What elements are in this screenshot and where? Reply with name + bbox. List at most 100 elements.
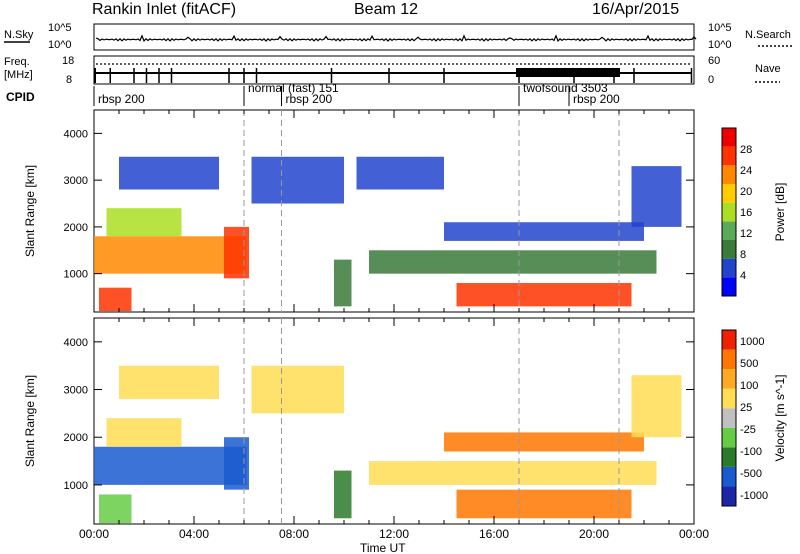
cpid-label: CPID: [6, 90, 35, 104]
power-colorbar-step-4: [722, 202, 736, 222]
time-axis-title: Time UT: [360, 541, 406, 554]
velocity-colorbar-tick-7: -1000: [740, 490, 768, 502]
velocity-colorbar-frame: [721, 329, 737, 507]
vel-region-5: [251, 365, 344, 414]
freq-label-1: Freq.: [4, 56, 30, 68]
power-colorbar-tick-5: 24: [740, 165, 752, 177]
beam-label: Beam 12: [354, 1, 418, 18]
velocity-colorbar-step-5: [722, 388, 736, 409]
vel-ytick-label-0: 1000: [64, 480, 88, 492]
vel-region-9: [456, 489, 632, 519]
noise-left-tick-low: 10^0: [48, 39, 72, 51]
power-colorbar-step-2: [722, 240, 736, 259]
freq-spikes: [94, 68, 693, 83]
vel-ytick-label-3: 4000: [64, 337, 88, 349]
power-panel: 1000 2000 3000 4000 Slant Range [km]: [23, 109, 695, 313]
xtick-label-0: 00:00: [79, 527, 109, 541]
power-region-10: [456, 283, 632, 307]
power-colorbar-tick-0: 4: [740, 270, 746, 282]
vel-region-7: [369, 461, 657, 485]
power-colorbar-label: Power [dB]: [773, 183, 787, 242]
power-colorbar-tick-4: 20: [740, 186, 752, 198]
noise-search-label: N.Search: [745, 29, 791, 41]
velocity-colorbar-step-8: [722, 330, 736, 350]
power-colorbar: 4 8 12 16 20 24 28 Power [dB]: [721, 127, 787, 297]
power-colorbar-step-8: [722, 128, 736, 147]
velocity-colorbar-tick-6: -500: [740, 468, 762, 480]
freq-label-2: [MHz]: [4, 69, 33, 81]
power-ylabel: Slant Range [km]: [23, 165, 37, 257]
noise-sky-label: N.Sky: [4, 29, 34, 41]
velocity-colorbar-label: Velocity [m s^-1]: [773, 375, 787, 462]
station-title: Rankin Inlet (fitACF): [92, 1, 236, 18]
power-colorbar-tick-6: 28: [740, 144, 752, 156]
power-colorbar-step-6: [722, 165, 736, 184]
power-colorbar-tick-3: 16: [740, 207, 752, 219]
power-frame: [93, 109, 695, 313]
power-region-9: [444, 222, 644, 241]
velocity-colorbar-tick-1: 500: [740, 358, 758, 370]
power-region-11: [631, 166, 682, 227]
vel-region-2: [224, 437, 249, 490]
power-region-3: [106, 208, 182, 237]
power-ytick-label-2: 3000: [64, 175, 88, 187]
xtick-label-6: 00:00: [679, 527, 709, 541]
power-colorbar-tick-1: 8: [740, 249, 746, 261]
velocity-colorbar-tick-2: 100: [740, 380, 758, 392]
velocity-colorbar-step-7: [722, 349, 736, 370]
time-axis-labels: 00:00 04:00 08:00 12:00 16:00 20:00 00:00: [79, 527, 709, 541]
velocity-colorbar-tick-4: -25: [740, 424, 756, 436]
xtick-label-1: 04:00: [179, 527, 209, 541]
power-colorbar-frame: [721, 127, 737, 297]
power-region-8: [369, 250, 657, 274]
velocity-colorbar-tick-5: -100: [740, 446, 762, 458]
power-region-2: [224, 226, 249, 279]
velocity-colorbar: 1000 500 100 25 -25 -100 -500 -1000 Velocity [m …: [721, 329, 787, 507]
velocity-colorbar-tick-3: 25: [740, 402, 752, 414]
power-colorbar-step-5: [722, 184, 736, 203]
nave-tick-high: 60: [708, 55, 720, 67]
power-region-1: [99, 287, 132, 312]
freq-panel: Freq. [MHz] 18 8 60 0 Nave: [4, 55, 781, 86]
vel-ytick-label-2: 3000: [64, 385, 88, 397]
power-region-5: [251, 156, 344, 204]
power-colorbar-tick-2: 12: [740, 228, 752, 240]
xtick-label-4: 16:00: [479, 527, 509, 541]
velocity-colorbar-tick-0: 1000: [740, 336, 764, 348]
velocity-colorbar-step-0: [722, 486, 736, 506]
date-label: 16/Apr/2015: [592, 1, 679, 18]
noise-sky-trace: [95, 34, 697, 43]
vel-region-8: [444, 432, 644, 452]
noise-left-tick-high: 10^5: [48, 22, 72, 34]
xtick-label-2: 08:00: [279, 527, 309, 541]
freq-tick-low: 8: [66, 74, 72, 86]
power-colorbar-step-7: [722, 146, 736, 166]
cpid-program-2: rbsp 200: [286, 92, 333, 106]
power-ytick-label-1: 2000: [64, 222, 88, 234]
velocity-colorbar-step-2: [722, 447, 736, 467]
power-region-7: [356, 156, 444, 190]
power-region-6: [334, 259, 352, 307]
vel-region-10: [631, 375, 682, 438]
velocity-panel: 1000 2000 3000 4000 Slant Range [km]: [23, 317, 695, 525]
nave-label: Nave: [755, 63, 781, 75]
cpid-program-3: twofsound 3503: [523, 81, 608, 95]
power-region-0: [94, 236, 247, 274]
vel-region-6: [334, 470, 352, 519]
nave-tick-low: 0: [708, 74, 714, 86]
velocity-colorbar-step-6: [722, 369, 736, 389]
xtick-label-5: 20:00: [579, 527, 609, 541]
xtick-label-3: 12:00: [379, 527, 409, 541]
power-colorbar-step-1: [722, 258, 736, 278]
twofsound-block: [516, 68, 620, 77]
noise-right-tick-high: 10^5: [708, 22, 732, 34]
power-colorbar-step-0: [722, 277, 736, 296]
power-ytick-label-3: 4000: [64, 128, 88, 140]
cpid-program-1: normal (fast) 151: [248, 81, 339, 95]
vel-region-3: [106, 418, 182, 447]
power-region-4: [119, 156, 219, 190]
vel-ytick-label-1: 2000: [64, 432, 88, 444]
cpid-program-4: rbsp 200: [573, 92, 620, 106]
